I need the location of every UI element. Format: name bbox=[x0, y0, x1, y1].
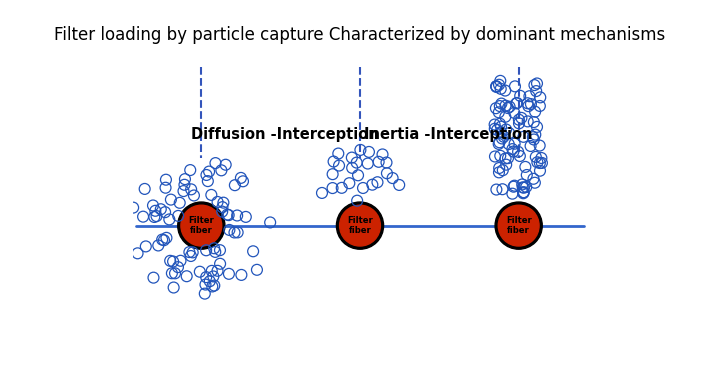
Circle shape bbox=[495, 202, 542, 249]
Text: Filter
fiber: Filter fiber bbox=[505, 216, 531, 235]
Text: Filter
fiber: Filter fiber bbox=[347, 216, 373, 235]
Text: Diffusion -Interception: Diffusion -Interception bbox=[192, 127, 379, 142]
Text: Filter loading by particle capture Characterized by dominant mechanisms: Filter loading by particle capture Chara… bbox=[55, 26, 665, 44]
Circle shape bbox=[178, 202, 225, 249]
Circle shape bbox=[336, 202, 384, 249]
Circle shape bbox=[181, 205, 222, 246]
Circle shape bbox=[340, 205, 380, 246]
Text: Inertia -Interception: Inertia -Interception bbox=[364, 127, 533, 142]
Circle shape bbox=[498, 205, 539, 246]
Text: Filter
fiber: Filter fiber bbox=[189, 216, 215, 235]
